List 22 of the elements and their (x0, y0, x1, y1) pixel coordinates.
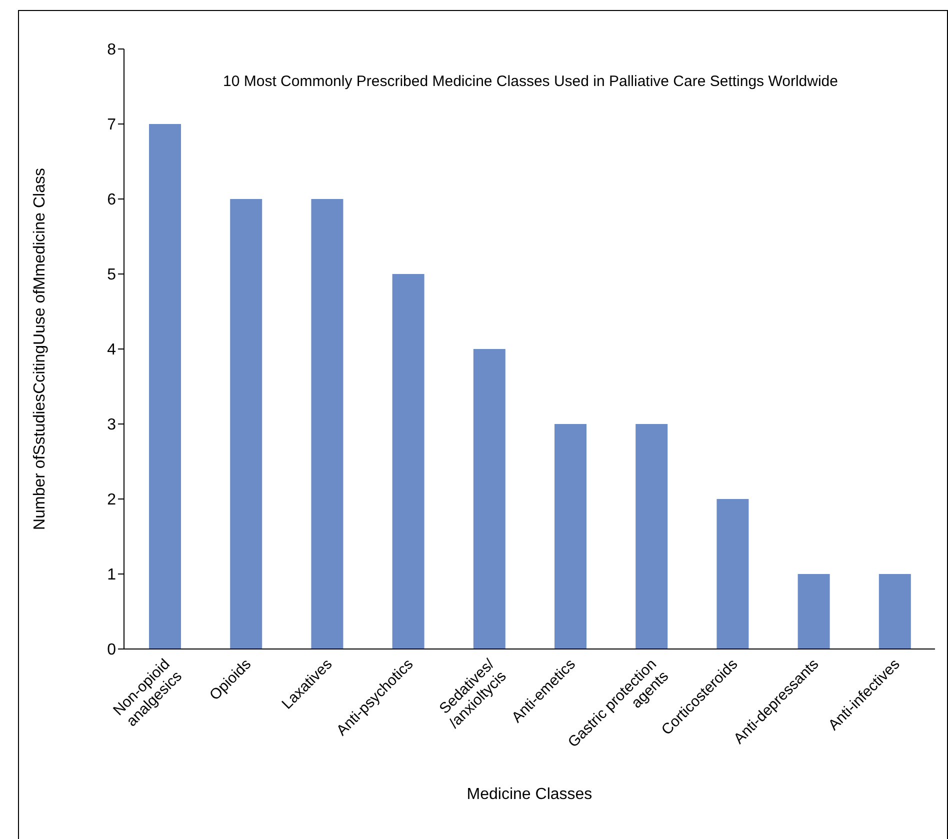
text: 10 Most Commonly Prescribed Medicine Classes Used in Palliative Care Settings Worldwide (222, 73, 839, 90)
bar (311, 199, 344, 649)
y-axis-title: Number ofSstudiesCcitingUuse ofMmedicine Class (32, 168, 49, 530)
bar (392, 274, 424, 649)
y-tick-label: 0 (107, 642, 116, 659)
bar (878, 574, 911, 649)
y-tick-label: 1 (107, 566, 116, 584)
bar (149, 124, 181, 649)
bar (798, 574, 830, 649)
y-tick-label: 4 (107, 342, 116, 359)
x-axis-title: Medicine Classes (466, 786, 592, 803)
bar (230, 199, 262, 649)
y-tick-label: 8 (107, 42, 116, 59)
y-tick-label: 3 (107, 416, 116, 434)
y-tick-label: 6 (107, 192, 116, 209)
bar (473, 349, 506, 649)
bar (636, 424, 668, 649)
bar (716, 499, 749, 649)
bar (554, 424, 586, 649)
y-tick-label: 2 (107, 492, 116, 509)
y-tick-label: 7 (107, 116, 116, 134)
y-tick-label: 5 (107, 266, 116, 284)
